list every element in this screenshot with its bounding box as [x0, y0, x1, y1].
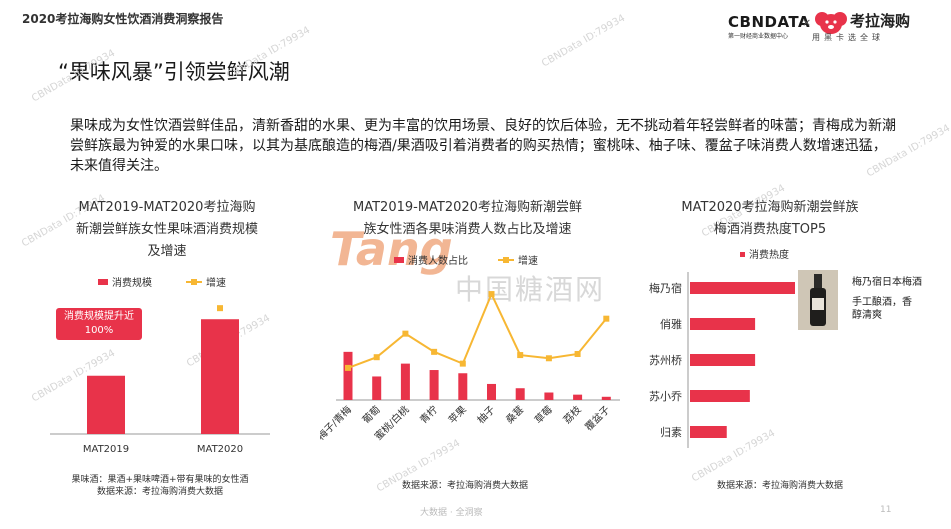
- bar-梅乃宿: [690, 282, 795, 294]
- legend-label-bar: 消费规模: [112, 276, 152, 289]
- legend-swatch-bar: [740, 252, 745, 257]
- growth-point-梅子/青梅: [345, 364, 351, 371]
- growth-line: [347, 291, 608, 369]
- growth-point-蜜桃/白桃: [402, 330, 409, 337]
- bar-俏雅: [690, 318, 756, 330]
- page-number: 11: [880, 505, 892, 515]
- report-title: 2020考拉海购女性饮酒消费洞察报告: [22, 12, 224, 26]
- kaola-brand-name: 考拉海购: [850, 12, 911, 30]
- legend-swatch-bar: [98, 279, 108, 285]
- chart1-plot: 消费规模 增速 MAT2019 MAT2020: [50, 276, 270, 455]
- x-tick-label: 荔枝: [560, 403, 583, 426]
- legend-label-bar: 消费热度: [749, 248, 789, 261]
- x-tick-label: 柚子: [474, 403, 497, 426]
- legend-label-line: 增速: [206, 276, 226, 289]
- growth-point-覆盆子: [603, 315, 610, 322]
- chart3-title-line: MAT2020考拉海购新潮尝鲜族: [681, 200, 859, 215]
- cbndata-logo: CBNDATA: [728, 13, 811, 31]
- koala-logo-icon: [815, 12, 847, 34]
- x-tick-label: 覆盆子: [582, 403, 612, 433]
- bar-苹果: [458, 373, 468, 400]
- watermark-text: CBNData ID:79934: [540, 12, 628, 70]
- chart1-source: 数据来源：考拉海购消费大数据: [96, 487, 223, 497]
- x-tick-label: 草莓: [532, 404, 555, 427]
- bar-桑葚: [515, 388, 525, 400]
- legend-label-bar: 消费人数占比: [408, 254, 468, 267]
- page-heading: “果味风暴”引领尝鲜风潮: [58, 60, 290, 84]
- chart1-title: MAT2019-MAT2020考拉海购 新潮尝鲜族女性果味酒消费规模 及增速: [52, 197, 282, 263]
- growth-point-桑葚: [517, 352, 524, 359]
- x-tick-label: 梅子/青梅: [320, 403, 354, 443]
- y-tick-label: 俏雅: [660, 317, 682, 331]
- fruit-wine-definition: 果味酒：果酒+果味啤酒+带有果味的女性酒: [71, 475, 249, 485]
- growth-point-青柠: [431, 348, 438, 355]
- chart1-title-line: 及增速: [147, 244, 187, 259]
- legend-label-line: 增速: [518, 254, 538, 267]
- bar-苏小乔: [690, 390, 750, 402]
- legend-swatch-marker: [503, 257, 509, 263]
- bar-柚子: [487, 383, 496, 400]
- bar-梅子/青梅: [343, 351, 353, 400]
- bar-MAT2020: [201, 319, 239, 434]
- legend-swatch-marker: [191, 279, 197, 285]
- bar-覆盆子: [601, 396, 611, 400]
- x-tick-label: MAT2019: [83, 444, 129, 455]
- chart3-title: MAT2020考拉海购新潮尝鲜族 梅酒消费热度TOP5: [655, 197, 885, 241]
- product-photo: [798, 270, 838, 330]
- y-tick-label: 苏小乔: [649, 390, 682, 403]
- product-name: 梅乃宿日本梅酒: [852, 277, 922, 288]
- kaola-brand-slogan: 用黑卡选全球: [812, 33, 884, 42]
- growth-point-荔枝: [574, 350, 581, 357]
- legend-swatch-bar: [394, 257, 404, 263]
- bar-青柠: [429, 370, 439, 400]
- chart1-note: 果味酒：果酒+果味啤酒+带有果味的女性酒 数据来源：考拉海购消费大数据: [40, 474, 280, 498]
- bar-蜜桃/白桃: [400, 363, 410, 400]
- intro-paragraph: 果味成为女性饮酒尝鲜佳品，清新香甜的水果、更为丰富的饮用场景、良好的饮后体验，无…: [70, 118, 896, 174]
- bar-葡萄: [372, 376, 382, 400]
- logo-separator: ×: [802, 16, 812, 29]
- chart2-title-line: MAT2019-MAT2020考拉海购新潮尝鲜: [353, 200, 582, 215]
- chart3-source: 数据来源：考拉海购消费大数据: [716, 481, 843, 491]
- center-watermark: 中国糖酒网: [455, 273, 606, 306]
- growth-point-葡萄: [373, 354, 380, 361]
- x-tick-label: 青柠: [417, 403, 440, 426]
- bar-草莓: [544, 392, 554, 400]
- chart3-title-line: 梅酒消费热度TOP5: [713, 222, 827, 237]
- chart2-title: MAT2019-MAT2020考拉海购新潮尝鲜 族女性酒各果味消费人数占比及增速: [335, 197, 600, 241]
- product-description: 手工酿酒，香醇清爽: [852, 297, 912, 321]
- chart1-title-line: 新潮尝鲜族女性果味酒消费规模: [75, 222, 258, 237]
- bar-MAT2019: [87, 375, 125, 434]
- x-tick-label: MAT2020: [197, 444, 243, 455]
- x-tick-label: 苹果: [446, 403, 469, 426]
- y-tick-label: 梅乃宿: [649, 281, 682, 295]
- chart2-source: 数据来源：考拉海购消费大数据: [401, 481, 528, 491]
- bar-归素: [690, 426, 727, 438]
- bar-荔枝: [573, 394, 583, 400]
- cbndata-subtitle: 第一财经商业数据中心: [728, 33, 789, 40]
- y-tick-label: 归素: [660, 425, 682, 439]
- footer-slogan: 大数据 · 全洞察: [420, 508, 483, 518]
- growth-callout: 消费规模提升近100%: [56, 308, 142, 340]
- chart1-title-line: MAT2019-MAT2020考拉海购: [78, 200, 256, 215]
- x-tick-label: 桑葚: [503, 403, 526, 426]
- tang-watermark: Tang: [330, 222, 453, 276]
- growth-point-柚子: [488, 291, 495, 298]
- growth-point-苹果: [459, 360, 466, 367]
- bar-苏州桥: [690, 354, 756, 366]
- growth-marker-MAT2020: [217, 305, 223, 312]
- growth-point-草莓: [545, 355, 552, 362]
- chart2-title-line: 族女性酒各果味消费人数占比及增速: [363, 222, 572, 237]
- y-tick-label: 苏州桥: [649, 354, 682, 367]
- x-tick-label: 葡萄: [359, 403, 382, 426]
